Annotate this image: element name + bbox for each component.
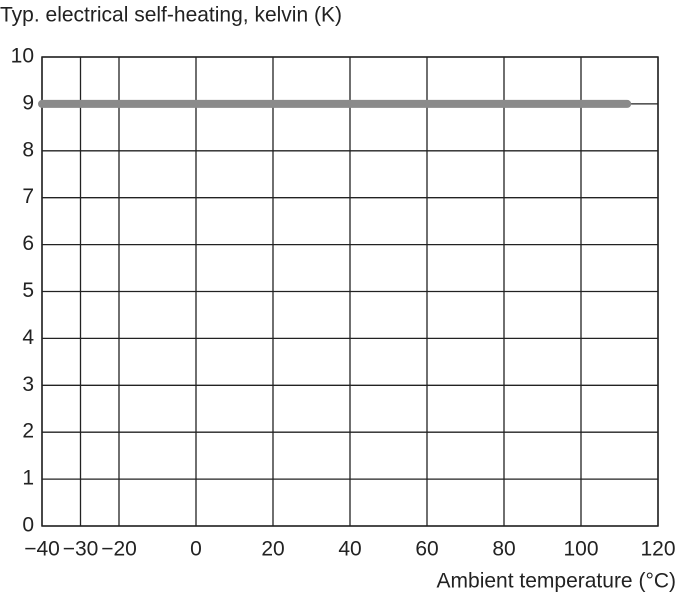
y-tick-label: 1: [22, 467, 34, 490]
y-tick-label: 3: [22, 373, 34, 396]
y-tick-label: 2: [22, 420, 34, 443]
x-tick-label: 60: [415, 538, 438, 561]
x-tick-label: 120: [640, 538, 675, 561]
x-tick-label: 100: [563, 538, 598, 561]
y-tick-label: 8: [22, 138, 34, 161]
y-tick-label: 6: [22, 232, 34, 255]
x-axis-label: Ambient temperature (°C): [437, 570, 676, 593]
y-tick-label: 5: [22, 279, 34, 302]
x-tick-label: −40: [24, 538, 60, 561]
y-axis-label: Typ. electrical self-heating, kelvin (K): [0, 4, 342, 27]
x-tick-label: 0: [190, 538, 202, 561]
x-tick-label: 20: [261, 538, 284, 561]
y-tick-label: 10: [11, 45, 34, 68]
x-tick-label: 40: [338, 538, 361, 561]
x-tick-label: −30: [63, 538, 99, 561]
x-tick-label: −20: [101, 538, 137, 561]
y-tick-label: 4: [22, 326, 34, 349]
y-tick-label: 0: [22, 514, 34, 537]
y-tick-label: 9: [22, 91, 34, 114]
y-tick-label: 7: [22, 185, 34, 208]
x-tick-label: 80: [492, 538, 515, 561]
